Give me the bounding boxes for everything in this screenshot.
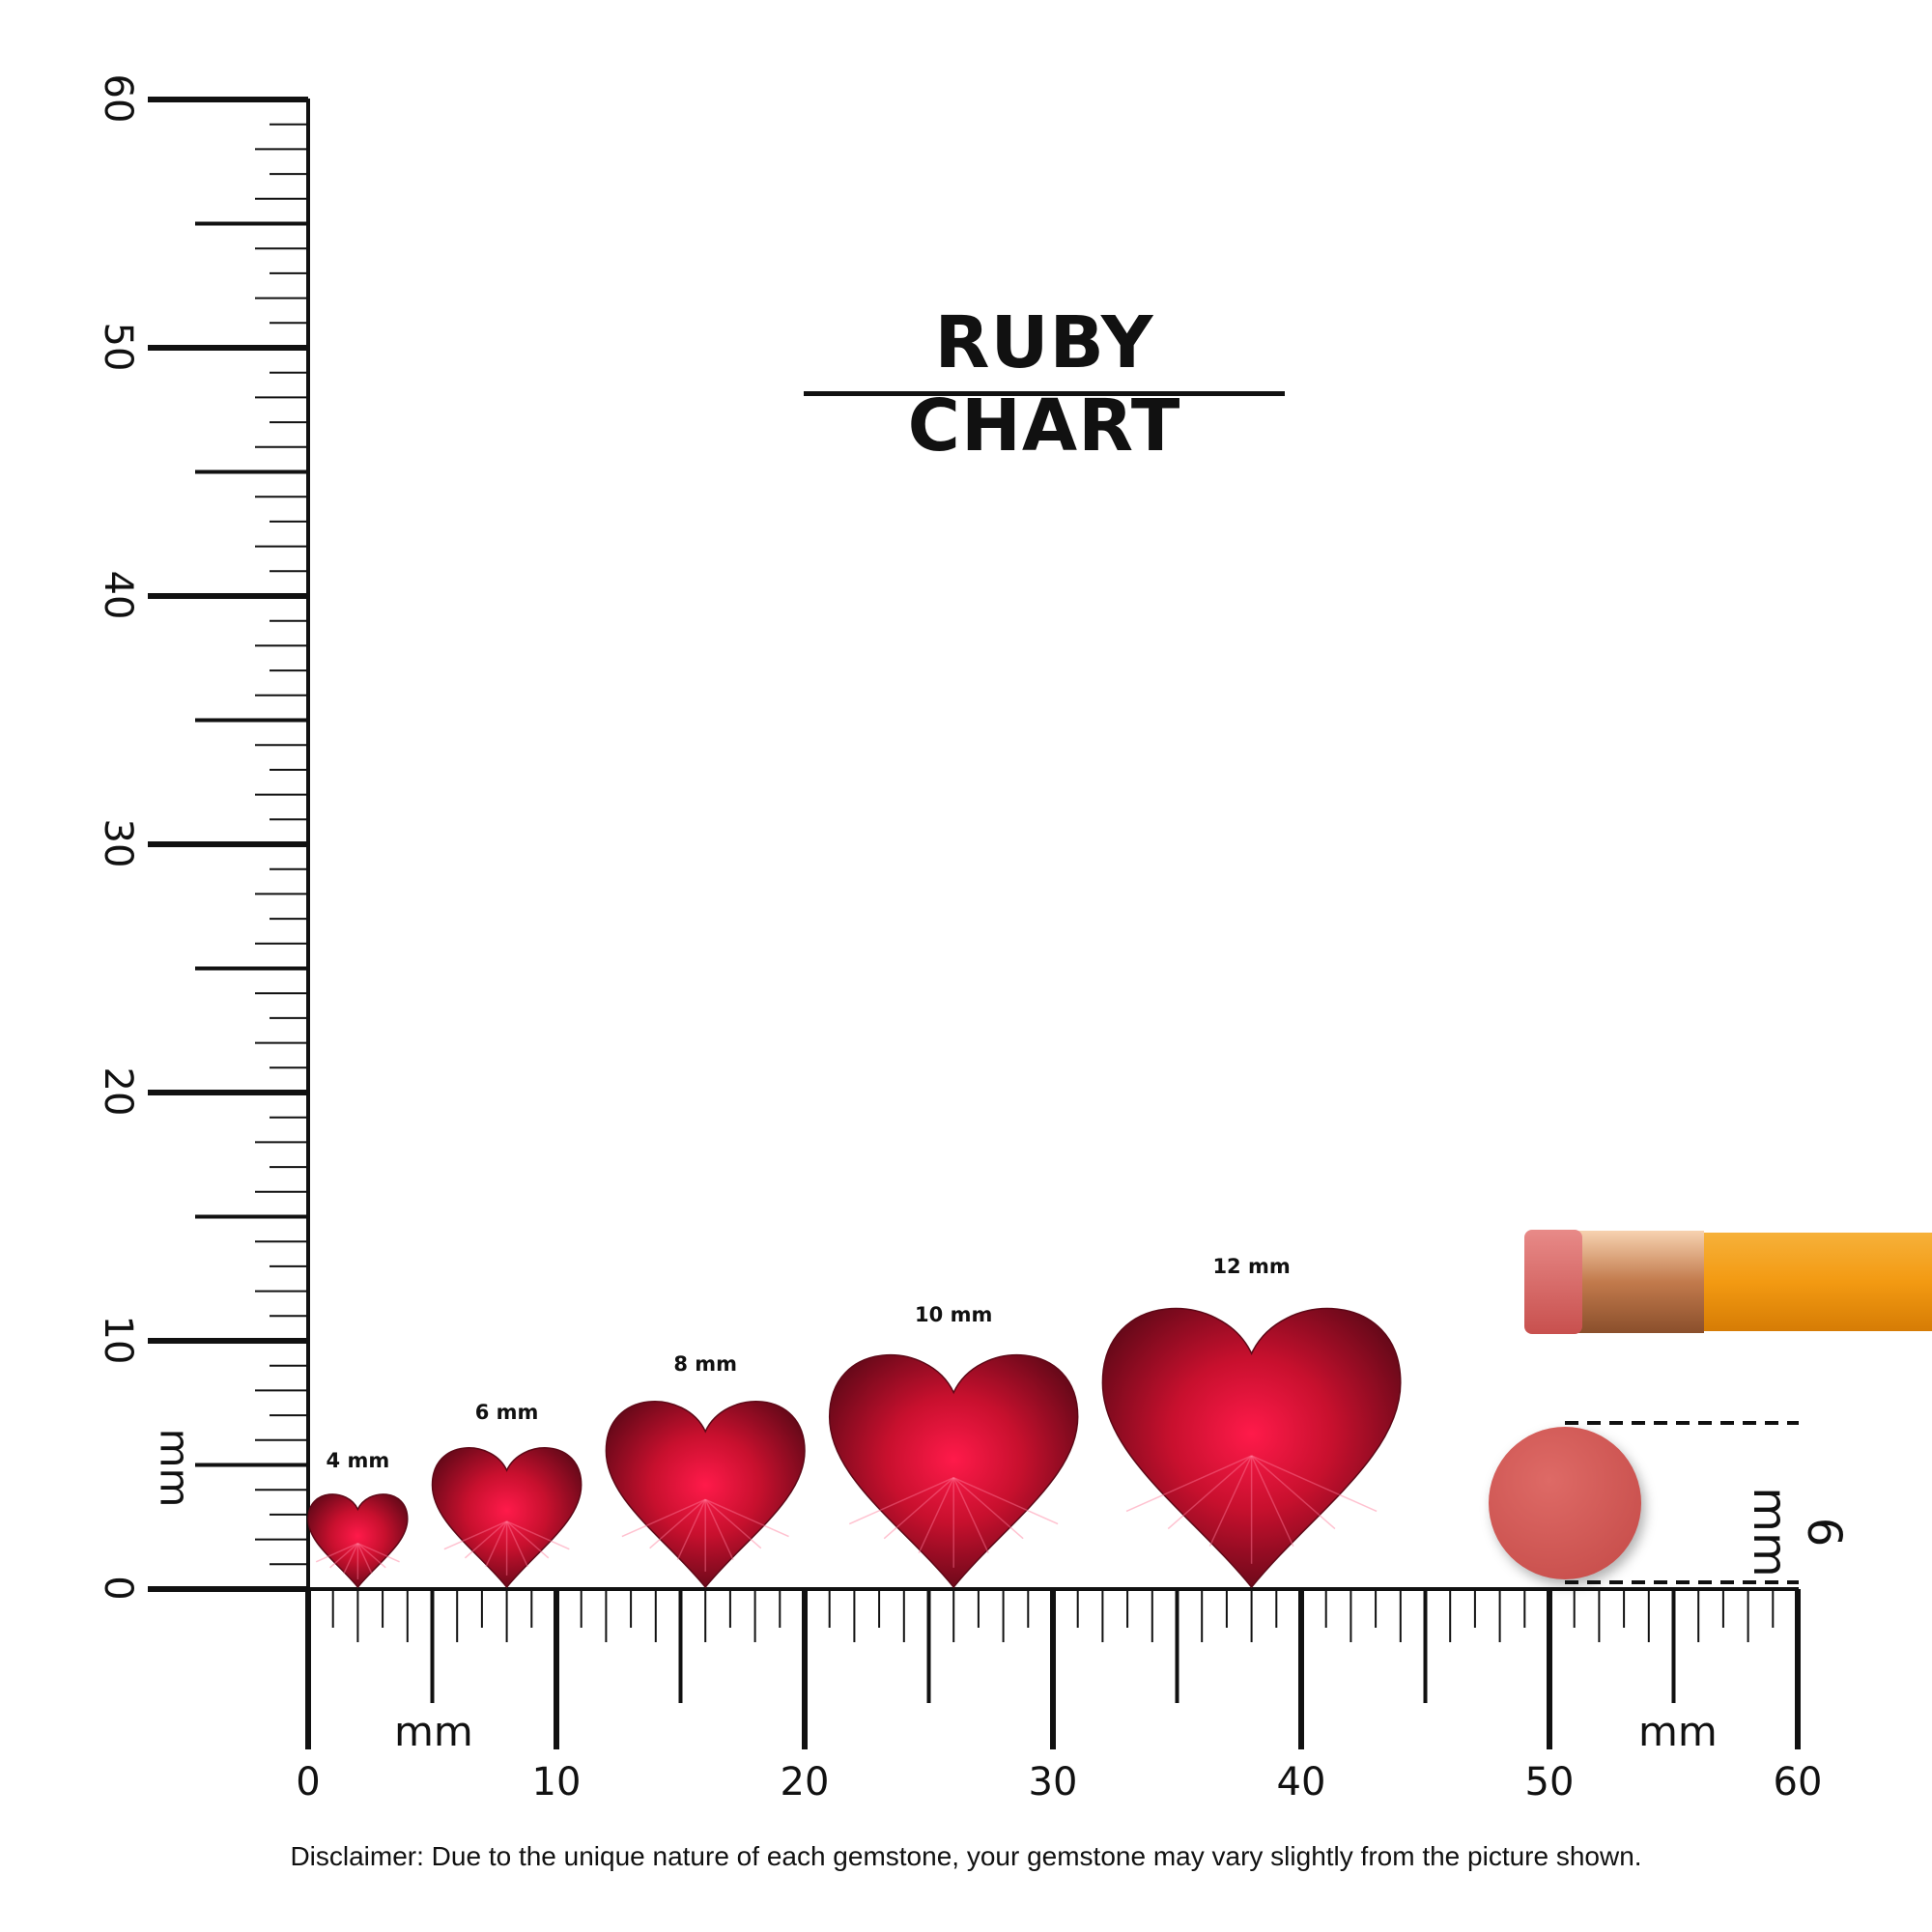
gem-facet xyxy=(506,1520,550,1559)
gem-facet xyxy=(329,1543,358,1569)
horizontal-tick-label: 50 xyxy=(1524,1760,1575,1804)
pencil-eraser xyxy=(1524,1230,1582,1334)
vertical-tick-label: 20 xyxy=(96,1066,140,1117)
horizontal-unit-label-right: mm xyxy=(1638,1708,1718,1755)
horizontal-tick-label: 20 xyxy=(780,1760,830,1804)
gem-facet xyxy=(883,1477,954,1540)
vertical-tick-label: 30 xyxy=(96,818,140,868)
pencil xyxy=(1524,1230,1932,1334)
gem-facet xyxy=(315,1542,358,1563)
horizontal-tick-label: 0 xyxy=(296,1760,321,1804)
gem-facet xyxy=(356,1543,386,1569)
page-title: RUBY CHART xyxy=(907,301,1181,468)
ruby-heart-12mm xyxy=(1101,1307,1402,1589)
horizontal-unit-label-left: mm xyxy=(394,1708,473,1755)
horizontal-tick-label: 10 xyxy=(531,1760,582,1804)
gem-facet xyxy=(464,1520,508,1559)
gem-facet xyxy=(1125,1455,1252,1513)
gem-facet xyxy=(1208,1455,1253,1548)
gemstones xyxy=(307,1307,1402,1589)
vertical-unit-label: mm xyxy=(151,1428,199,1508)
gem-facet xyxy=(676,1499,706,1561)
gem-facet xyxy=(485,1520,508,1568)
vertical-tick-label: 50 xyxy=(96,322,140,372)
horizontal-tick-label: 30 xyxy=(1028,1760,1078,1804)
gem-facet xyxy=(1251,1455,1336,1530)
ruby-heart-10mm xyxy=(828,1353,1079,1589)
vertical-tick-label: 0 xyxy=(96,1576,140,1601)
gem-facet xyxy=(506,1520,570,1550)
horizontal-tick-label: 60 xyxy=(1773,1760,1823,1804)
gem-facet xyxy=(704,1499,734,1561)
gem-size-label: 6 mm xyxy=(474,1400,539,1424)
rulers xyxy=(148,97,1801,1749)
gem-facet xyxy=(848,1476,954,1525)
ruby-heart-6mm xyxy=(431,1447,582,1589)
gem-size-label: 10 mm xyxy=(915,1303,993,1327)
gem-size-label: 12 mm xyxy=(1212,1254,1291,1278)
gem-facet xyxy=(443,1520,507,1550)
gem-facet xyxy=(357,1542,400,1563)
gem-facet xyxy=(918,1477,954,1554)
gem-facet xyxy=(704,1498,789,1538)
gem-facet xyxy=(704,1498,762,1549)
disclaimer: Disclaimer: Due to the unique nature of … xyxy=(290,1841,1642,1871)
vertical-tick-label: 60 xyxy=(96,73,140,124)
pencil-ferrule xyxy=(1577,1231,1704,1333)
ruby-heart-8mm xyxy=(605,1401,806,1589)
gem-facet xyxy=(649,1498,706,1549)
gem-facet xyxy=(621,1498,706,1538)
horizontal-tick-label: 40 xyxy=(1276,1760,1326,1804)
eraser-reference-circle xyxy=(1489,1427,1641,1579)
gem-facet xyxy=(952,1477,989,1554)
gem-size-label: 8 mm xyxy=(673,1351,738,1376)
gem-facet xyxy=(343,1543,359,1575)
gem-facet xyxy=(952,1477,1024,1540)
ruby-heart-4mm xyxy=(307,1493,409,1589)
gem-facet xyxy=(952,1476,1059,1525)
gem-size-label: 4 mm xyxy=(326,1449,390,1473)
gem-facet xyxy=(1251,1455,1378,1513)
gem-facet xyxy=(1250,1455,1294,1548)
vertical-tick-label: 10 xyxy=(96,1315,140,1365)
gem-facet xyxy=(356,1543,373,1575)
gem-facet xyxy=(505,1520,528,1568)
pencil-body xyxy=(1704,1233,1932,1331)
gem-facet xyxy=(1167,1455,1253,1530)
title-underline xyxy=(804,391,1285,396)
vertical-tick-label: 40 xyxy=(96,570,140,620)
eraser-size-label: 6 mm xyxy=(1743,1487,1851,1577)
